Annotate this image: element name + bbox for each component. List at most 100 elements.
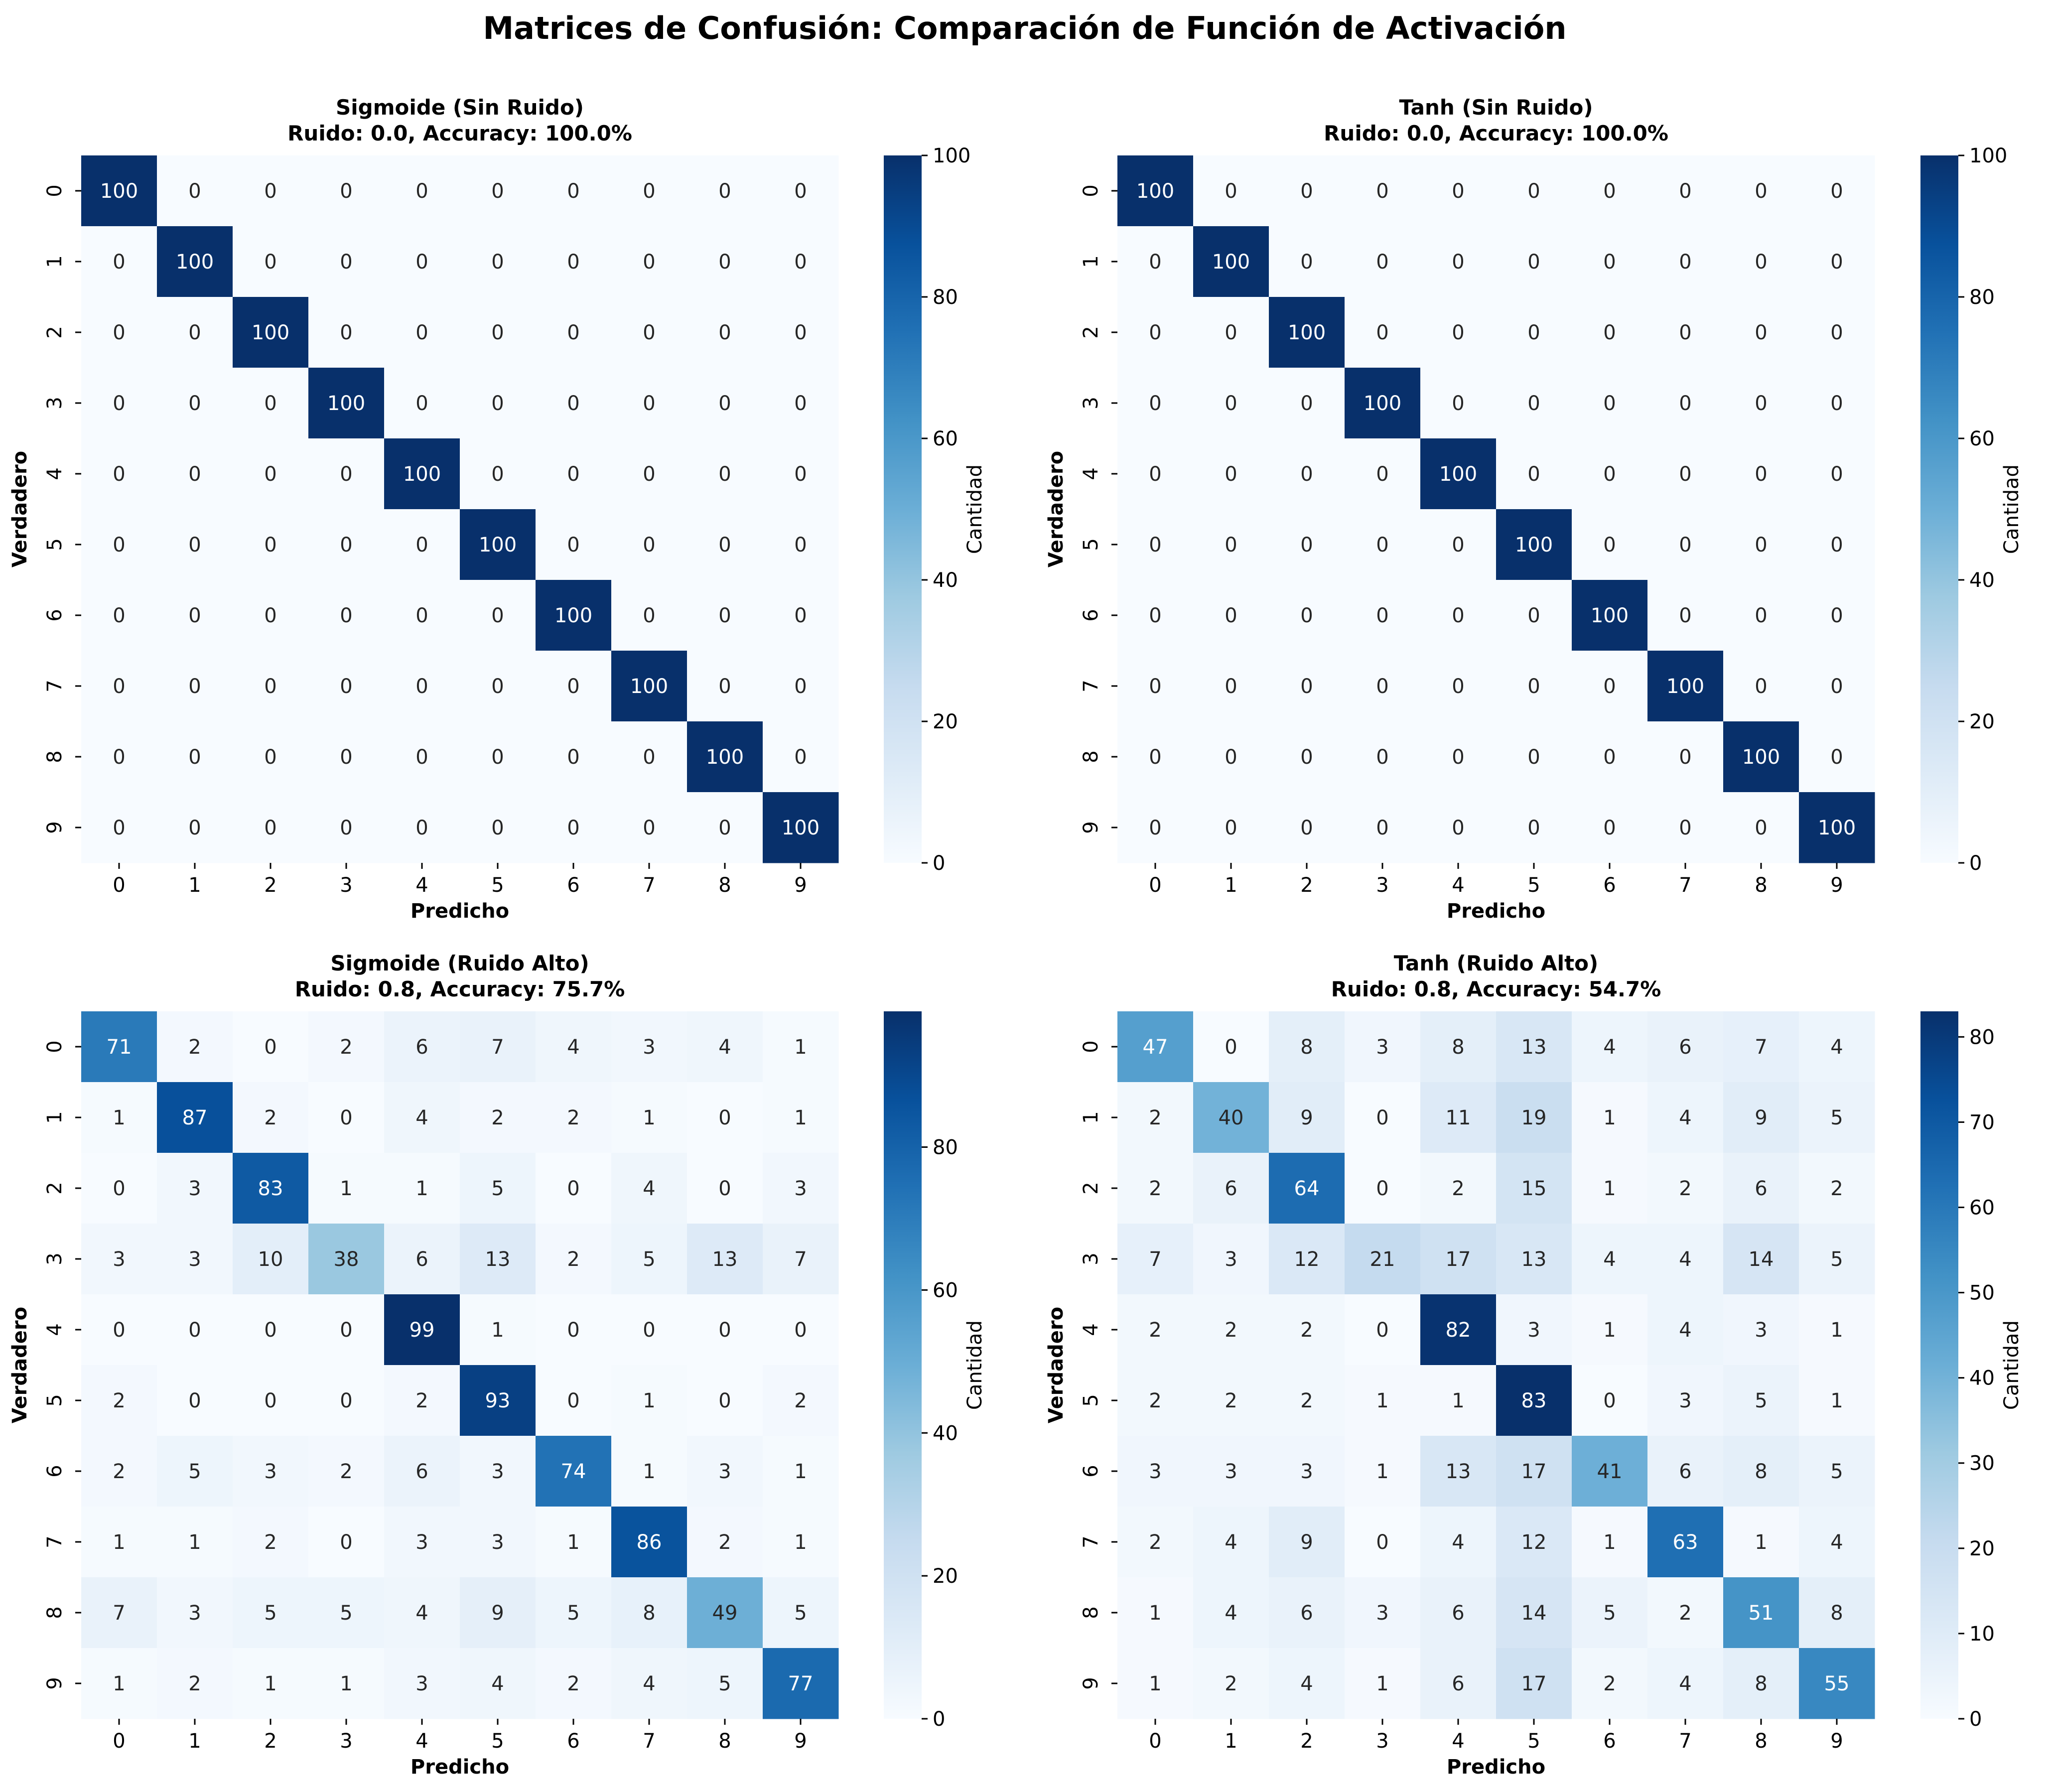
cell-value-label: 2 [1679, 1177, 1691, 1200]
cell-value-label: 100 [327, 392, 365, 415]
x-tick-label: 3 [340, 874, 352, 897]
heatmap-cell [460, 580, 536, 651]
heatmap-cell [1117, 1082, 1194, 1153]
heatmap-cell [460, 1011, 536, 1083]
cell-value-label: 0 [188, 604, 201, 627]
heatmap-cell [157, 1507, 233, 1578]
colorbar-tick-label: 40 [933, 1422, 958, 1445]
cell-value-label: 0 [113, 251, 125, 274]
heatmap-cell [611, 580, 687, 651]
heatmap-cell [460, 226, 536, 297]
cell-value-label: 71 [107, 1036, 132, 1059]
cell-value-label: 1 [794, 1531, 807, 1554]
cell-value-label: 2 [1149, 1531, 1161, 1554]
heatmap-cell [1345, 226, 1421, 297]
cell-value-label: 38 [334, 1248, 359, 1271]
heatmap-cell [233, 509, 309, 580]
cell-value-label: 0 [567, 1177, 579, 1200]
heatmap-cell [536, 580, 612, 651]
cell-value-label: 0 [718, 392, 731, 415]
cell-value-label: 0 [567, 392, 579, 415]
heatmap-cell [536, 1436, 612, 1507]
cell-value-label: 0 [1527, 675, 1540, 698]
cell-value-label: 0 [1376, 746, 1388, 769]
heatmap-cell [1496, 438, 1572, 510]
cell-value-label: 100 [1288, 321, 1326, 344]
cell-value-label: 100 [252, 321, 289, 344]
heatmap-cell [384, 1153, 460, 1224]
y-tick-label: 6 [43, 1465, 66, 1477]
y-tick-label: 3 [1080, 397, 1102, 409]
heatmap-cell [1269, 792, 1345, 863]
heatmap-cell [81, 1294, 157, 1366]
heatmap-cell [1345, 1365, 1421, 1436]
heatmap-cell [1647, 1577, 1724, 1649]
panel-title: Tanh (Sin Ruido) [1399, 95, 1593, 120]
cell-value-label: 3 [415, 1531, 428, 1554]
heatmap-cell [763, 1577, 839, 1649]
heatmap-cell [1117, 509, 1194, 580]
heatmap-cell [1723, 1365, 1799, 1436]
heatmap-cell [763, 721, 839, 793]
cell-value-label: 0 [188, 180, 201, 203]
heatmap-panel-2: Tanh (Sin Ruido)Ruido: 0.0, Accuracy: 10… [1045, 95, 2023, 923]
colorbar-tick-label: 80 [1969, 1026, 1995, 1049]
heatmap-cell [1420, 651, 1497, 722]
heatmap-cell [384, 1507, 460, 1578]
x-tick-label: 7 [643, 1730, 655, 1753]
cell-value-label: 6 [1679, 1036, 1691, 1059]
heatmap-cell [1799, 368, 1875, 439]
heatmap-cell [1572, 297, 1648, 368]
heatmap-cell [157, 297, 233, 368]
cell-value-label: 5 [1755, 1389, 1767, 1412]
cell-value-label: 0 [1149, 251, 1161, 274]
heatmap-cell [81, 1011, 157, 1083]
heatmap-cell [157, 1224, 233, 1295]
cell-value-label: 3 [643, 1036, 655, 1059]
heatmap-cell [1723, 792, 1799, 863]
heatmap-cell [308, 1436, 385, 1507]
cell-value-label: 0 [1755, 817, 1767, 839]
cell-value-label: 2 [113, 1460, 125, 1483]
cell-value-label: 0 [1679, 463, 1691, 486]
heatmap-cell [1799, 1577, 1875, 1649]
cell-value-label: 2 [491, 1106, 504, 1129]
heatmap-cell [308, 1294, 385, 1366]
heatmap-cell [1647, 651, 1724, 722]
x-tick-label: 3 [1376, 1730, 1388, 1753]
cell-value-label: 5 [1830, 1248, 1843, 1271]
heatmap-cell [536, 509, 612, 580]
cell-value-label: 0 [1225, 675, 1237, 698]
cell-value-label: 0 [1603, 392, 1616, 415]
heatmap-cell [1647, 1082, 1724, 1153]
heatmap-cell [157, 155, 233, 227]
heatmap-panel-4: Tanh (Ruido Alto)Ruido: 0.8, Accuracy: 5… [1045, 951, 2023, 1779]
cell-value-label: 0 [1376, 180, 1388, 203]
y-tick-label: 9 [1080, 821, 1102, 833]
cell-value-label: 0 [643, 463, 655, 486]
x-tick-label: 7 [1679, 1730, 1691, 1753]
x-tick-label: 3 [1376, 874, 1388, 897]
cell-value-label: 0 [1830, 180, 1843, 203]
heatmap-cell [611, 1577, 687, 1649]
cell-value-label: 3 [188, 1177, 201, 1200]
cell-value-label: 0 [1527, 251, 1540, 274]
heatmap-cell [233, 1153, 309, 1224]
heatmap-cell [687, 1153, 763, 1224]
heatmap-cell [763, 1224, 839, 1295]
cell-value-label: 0 [567, 817, 579, 839]
cell-value-label: 41 [1597, 1460, 1623, 1483]
heatmap-cell [384, 580, 460, 651]
cell-value-label: 3 [1300, 1460, 1313, 1483]
cell-value-label: 0 [340, 604, 352, 627]
heatmap-cell [611, 297, 687, 368]
colorbar-tick-label: 0 [933, 1708, 945, 1731]
heatmap-cell [460, 651, 536, 722]
heatmap-cell [1193, 1436, 1269, 1507]
heatmap-cell [1193, 1082, 1269, 1153]
cell-value-label: 0 [1830, 463, 1843, 486]
heatmap-cell [1193, 1294, 1269, 1366]
cell-value-label: 0 [643, 321, 655, 344]
cell-value-label: 2 [340, 1460, 352, 1483]
